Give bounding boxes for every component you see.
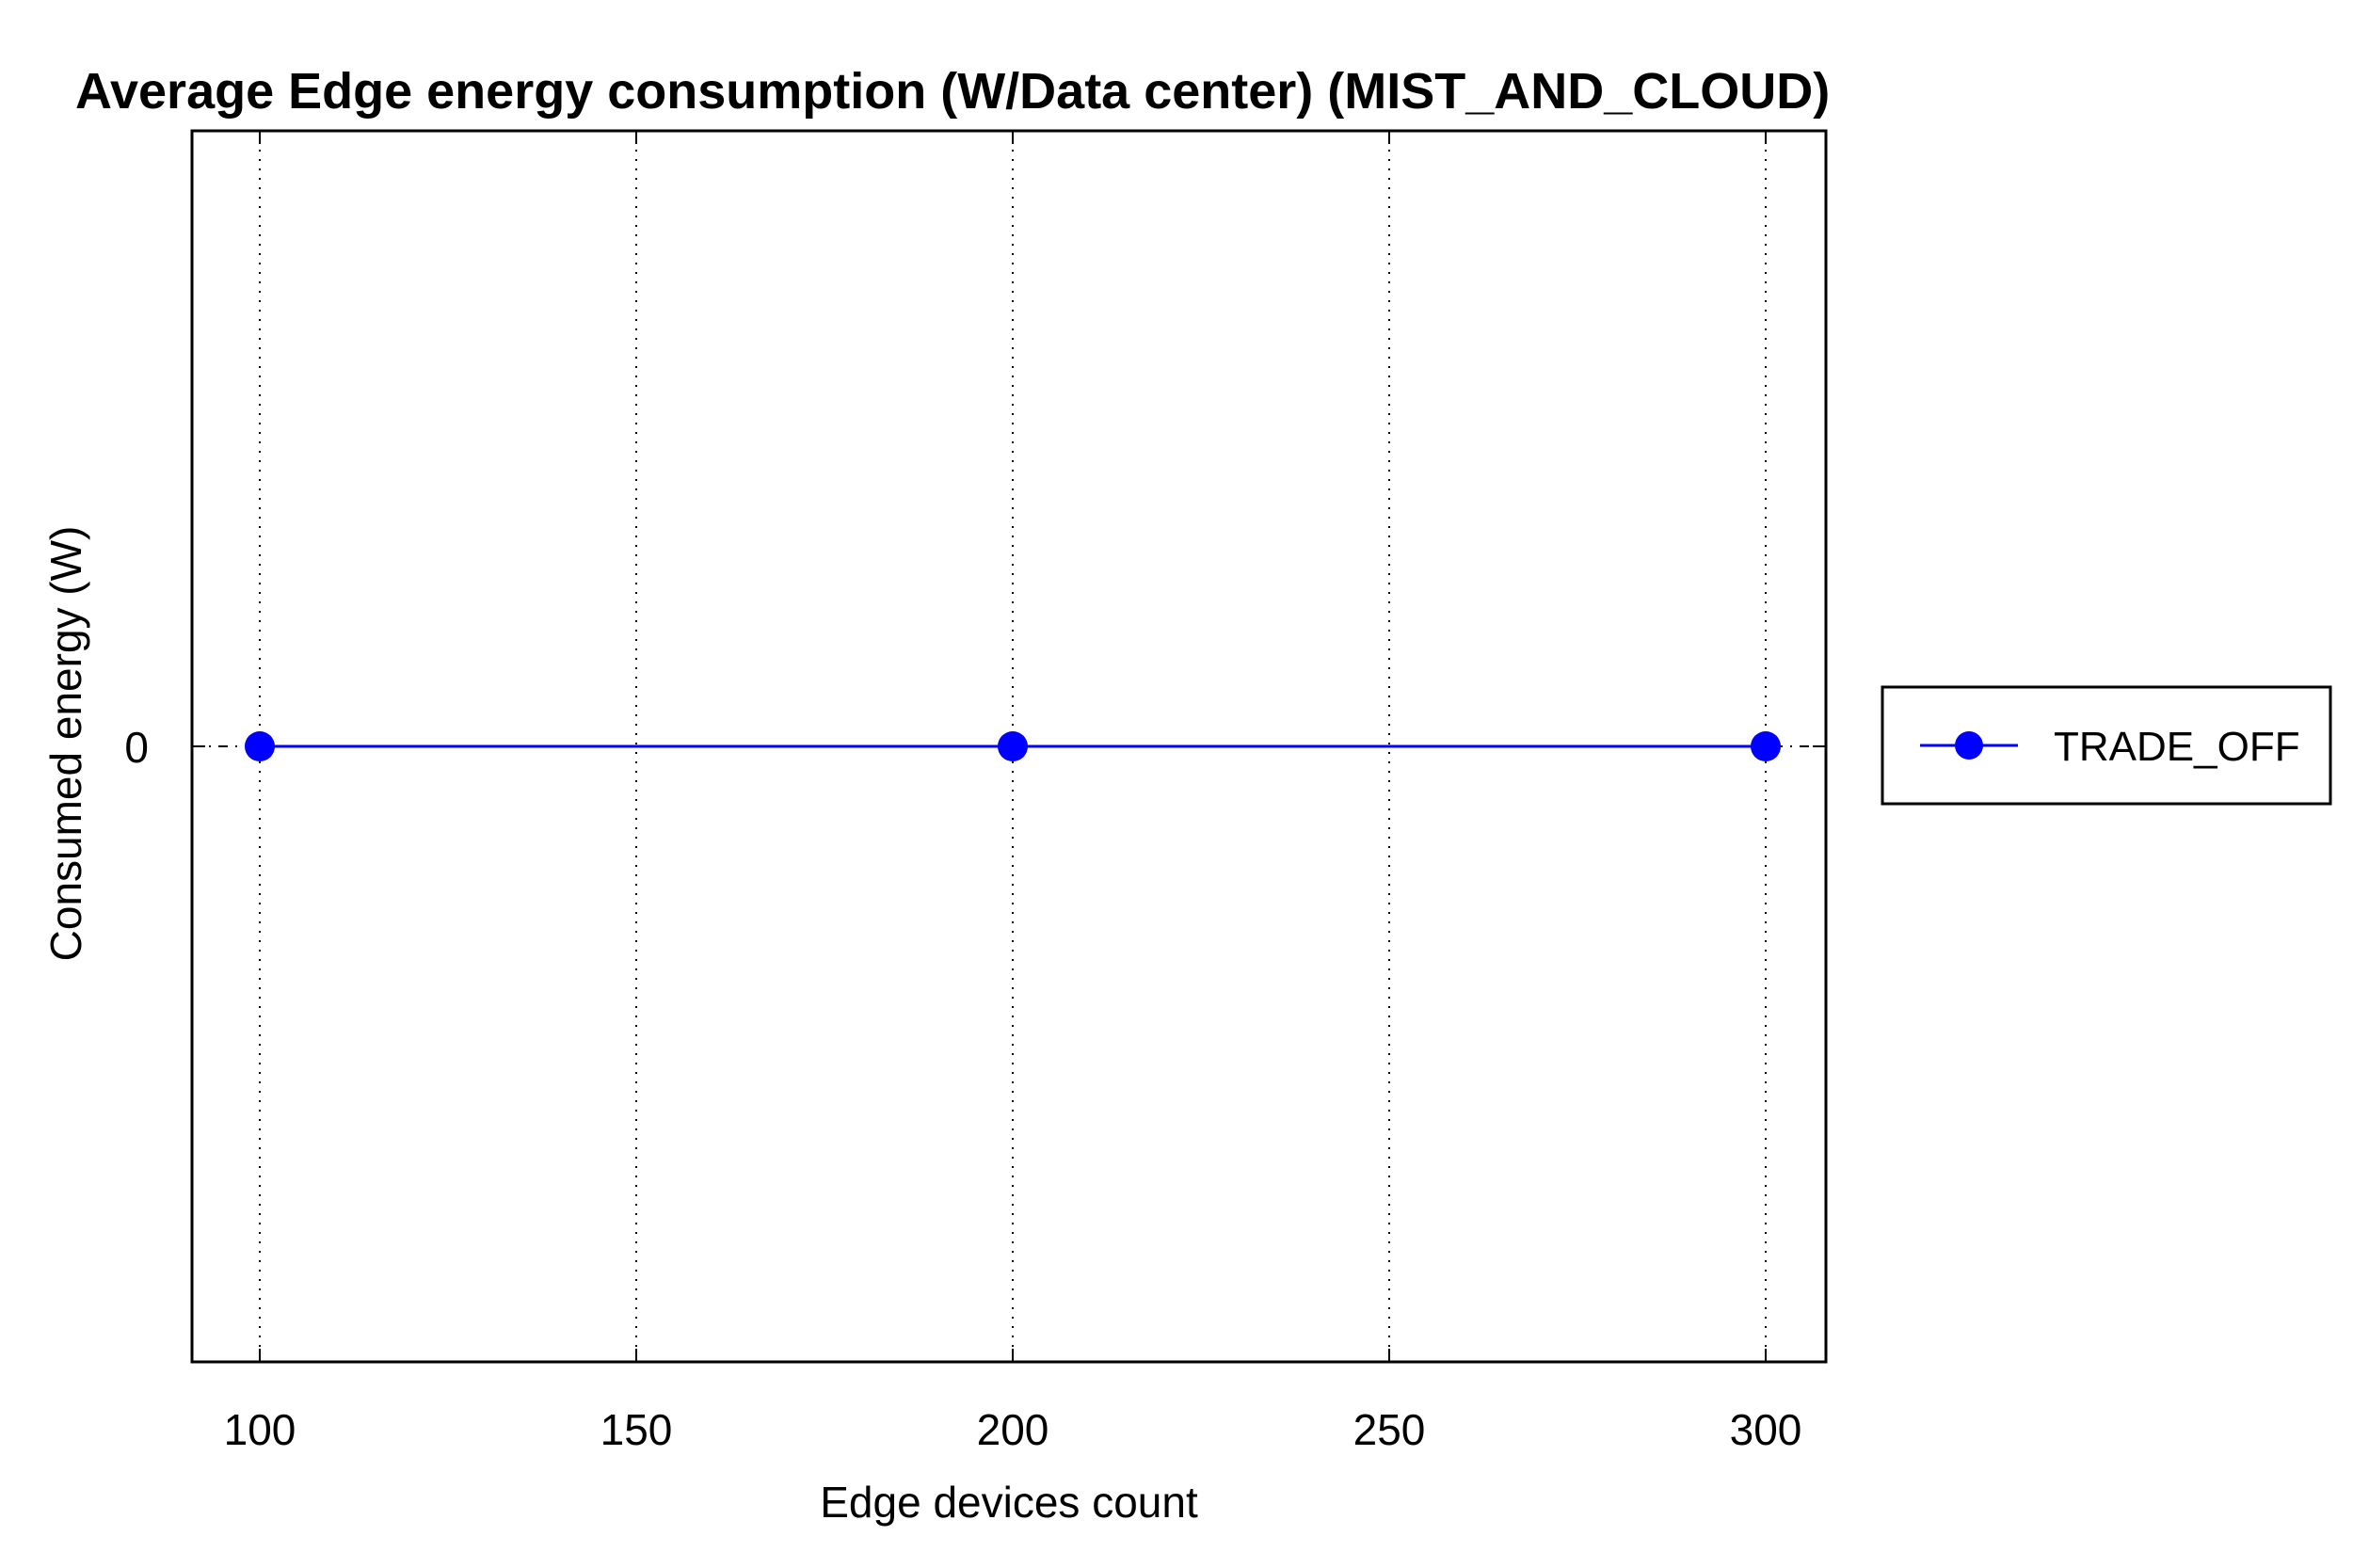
data-point-300 — [1751, 731, 1781, 761]
data-point-100 — [245, 731, 275, 761]
data-point-200 — [998, 731, 1028, 761]
legend-marker-trade-off — [1955, 731, 1983, 760]
x-tick-label-250: 250 — [1353, 1405, 1426, 1454]
series-layer — [245, 731, 1781, 761]
x-tick-label-150: 150 — [600, 1405, 673, 1454]
legend-label-trade-off: TRADE_OFF — [2054, 724, 2300, 770]
tick-layer: 100 150 200 250 300 0 — [124, 131, 1826, 1454]
x-tick-label-200: 200 — [977, 1405, 1049, 1454]
x-axis-label: Edge devices count — [820, 1478, 1198, 1527]
y-tick-label-0: 0 — [124, 723, 149, 772]
legend: TRADE_OFF — [1881, 685, 2332, 806]
x-tick-label-300: 300 — [1730, 1405, 1802, 1454]
chart-title: Average Edge energy consumption (W/Data … — [75, 63, 1830, 120]
x-tick-label-100: 100 — [224, 1405, 296, 1454]
y-axis-label: Consumed energy (W) — [41, 526, 90, 962]
